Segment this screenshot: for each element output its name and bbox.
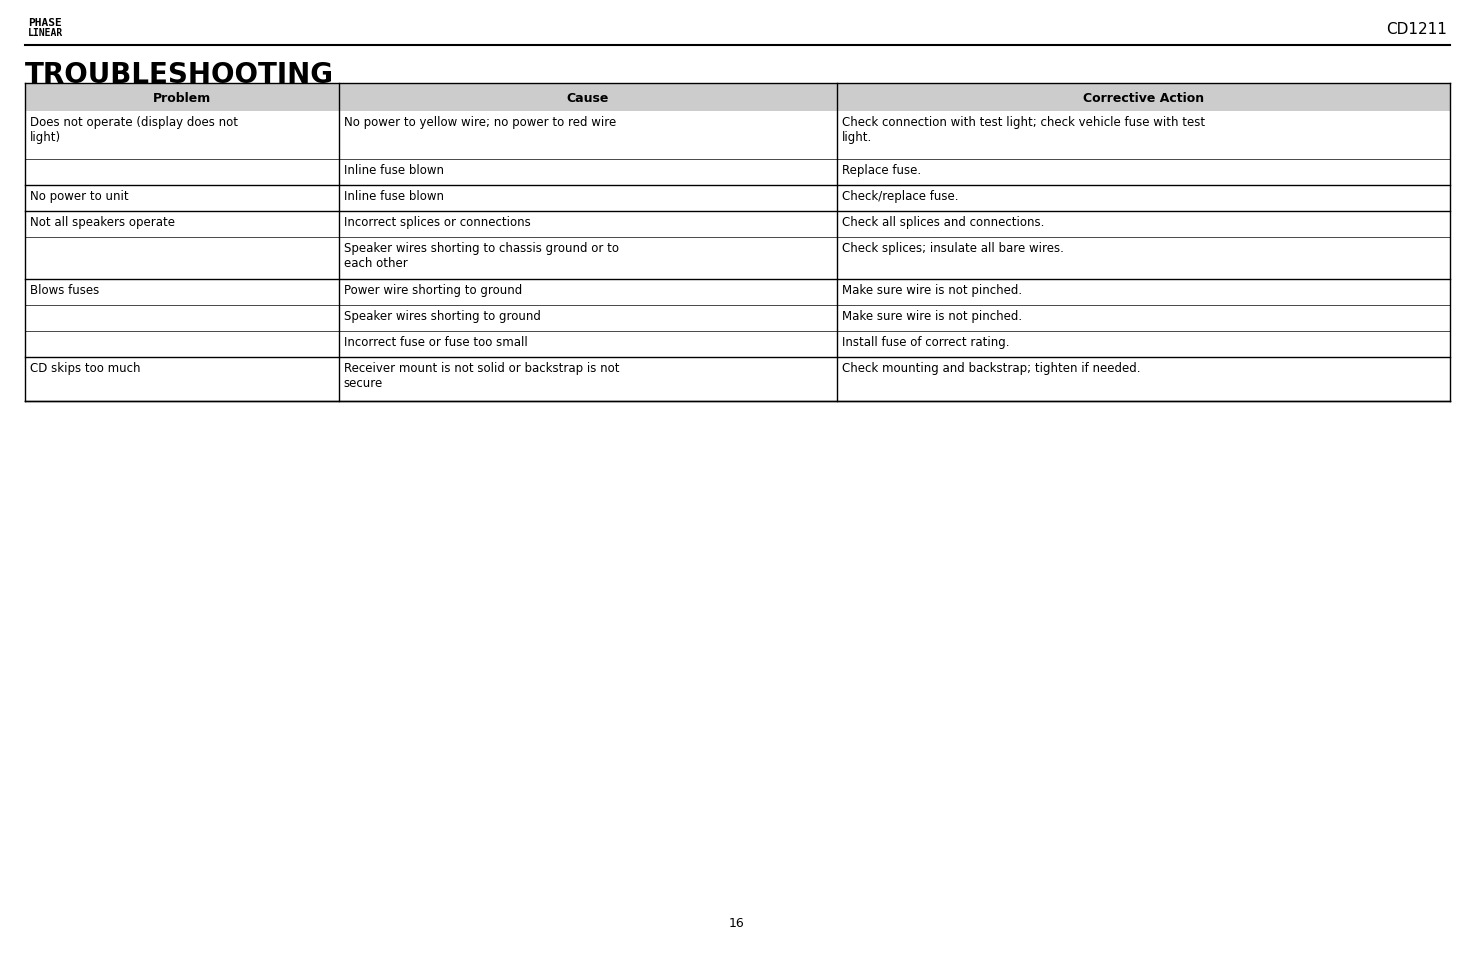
Text: Incorrect fuse or fuse too small: Incorrect fuse or fuse too small: [344, 335, 527, 349]
Text: Speaker wires shorting to ground: Speaker wires shorting to ground: [344, 310, 540, 323]
Text: Power wire shorting to ground: Power wire shorting to ground: [344, 284, 522, 296]
Text: Problem: Problem: [153, 91, 211, 105]
Text: TROUBLESHOOTING: TROUBLESHOOTING: [25, 61, 333, 89]
Text: No power to yellow wire; no power to red wire: No power to yellow wire; no power to red…: [344, 116, 615, 129]
Text: CD skips too much: CD skips too much: [30, 361, 140, 375]
Text: Make sure wire is not pinched.: Make sure wire is not pinched.: [842, 284, 1022, 296]
Text: Speaker wires shorting to chassis ground or to
each other: Speaker wires shorting to chassis ground…: [344, 242, 618, 270]
Text: LINEAR: LINEAR: [28, 28, 63, 38]
Text: Check/replace fuse.: Check/replace fuse.: [842, 190, 959, 203]
Text: CD1211: CD1211: [1386, 22, 1447, 37]
Text: Receiver mount is not solid or backstrap is not
secure: Receiver mount is not solid or backstrap…: [344, 361, 620, 390]
Text: Cause: Cause: [566, 91, 609, 105]
Text: No power to unit: No power to unit: [30, 190, 128, 203]
Text: PHASE: PHASE: [28, 18, 62, 28]
Text: Make sure wire is not pinched.: Make sure wire is not pinched.: [842, 310, 1022, 323]
Text: Corrective Action: Corrective Action: [1083, 91, 1204, 105]
Text: Inline fuse blown: Inline fuse blown: [344, 190, 444, 203]
Text: Check mounting and backstrap; tighten if needed.: Check mounting and backstrap; tighten if…: [842, 361, 1140, 375]
Text: Replace fuse.: Replace fuse.: [842, 164, 922, 177]
Text: Install fuse of correct rating.: Install fuse of correct rating.: [842, 335, 1010, 349]
Text: Incorrect splices or connections: Incorrect splices or connections: [344, 215, 531, 229]
Text: Check connection with test light; check vehicle fuse with test
light.: Check connection with test light; check …: [842, 116, 1205, 144]
Bar: [25, 84, 1450, 112]
Text: Inline fuse blown: Inline fuse blown: [344, 164, 444, 177]
Text: 16: 16: [729, 917, 745, 929]
Text: Does not operate (display does not
light): Does not operate (display does not light…: [30, 116, 237, 144]
Text: Blows fuses: Blows fuses: [30, 284, 99, 296]
Text: Check all splices and connections.: Check all splices and connections.: [842, 215, 1044, 229]
Text: Not all speakers operate: Not all speakers operate: [30, 215, 176, 229]
Text: Check splices; insulate all bare wires.: Check splices; insulate all bare wires.: [842, 242, 1063, 254]
